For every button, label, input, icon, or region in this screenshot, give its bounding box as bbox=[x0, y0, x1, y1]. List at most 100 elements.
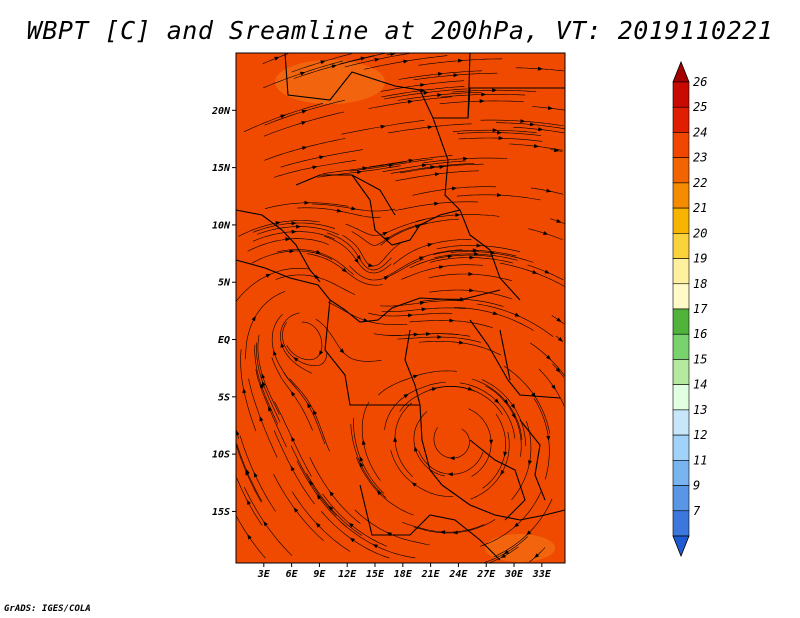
colorbar-segment bbox=[672, 157, 690, 184]
streamline-arrow bbox=[309, 480, 314, 486]
border-line bbox=[519, 419, 546, 501]
streamline-arrow bbox=[384, 236, 391, 242]
streamline-arrow bbox=[421, 163, 428, 168]
streamline-arrow bbox=[293, 507, 299, 513]
streamline-arrow bbox=[382, 232, 388, 236]
lon-tick-label: 9E bbox=[313, 569, 326, 580]
streamline-arrow bbox=[380, 124, 386, 129]
streamline-arrow bbox=[514, 522, 520, 528]
streamline-arrow bbox=[316, 494, 322, 500]
streamline-arrow bbox=[514, 312, 520, 317]
streamline-arrow bbox=[437, 72, 444, 76]
streamline-arrow bbox=[455, 213, 461, 217]
colorbar-label: 16 bbox=[693, 327, 707, 341]
streamline-arrow bbox=[349, 537, 355, 543]
streamline-arrow bbox=[285, 237, 291, 242]
streamline-arrow bbox=[301, 121, 307, 125]
colorbar-segment bbox=[672, 81, 690, 108]
streamline-arrow bbox=[356, 255, 361, 261]
streamline-arrow bbox=[354, 258, 359, 264]
streamline-arrow bbox=[500, 553, 506, 558]
streamline-arrow bbox=[272, 350, 277, 356]
colorbar-segment bbox=[672, 434, 690, 461]
streamline-arrow bbox=[246, 499, 251, 505]
streamline-arrow bbox=[359, 456, 364, 462]
streamline-arrow bbox=[533, 144, 539, 148]
border-line bbox=[359, 484, 501, 561]
lat-tick-label: EQ bbox=[218, 335, 230, 346]
lon-tick-label: 21E bbox=[421, 569, 441, 580]
colorbar-segment bbox=[672, 384, 690, 411]
streamline-arrow bbox=[359, 461, 364, 468]
streamline-arrow bbox=[421, 307, 427, 312]
border-line bbox=[344, 289, 501, 323]
streamline-arrow bbox=[434, 201, 440, 206]
streamline-arrow bbox=[315, 250, 322, 254]
colorbar-segment bbox=[672, 485, 690, 512]
lat-tick-label: 5S bbox=[218, 392, 230, 403]
streamline-arrow bbox=[427, 243, 433, 247]
streamline-arrow bbox=[372, 544, 378, 549]
streamline-arrow bbox=[291, 221, 297, 226]
streamline-arrow bbox=[341, 267, 347, 273]
border-line bbox=[235, 209, 321, 283]
streamline-arrow bbox=[528, 460, 532, 466]
streamline-arrow bbox=[468, 272, 474, 276]
colorbar-segment bbox=[672, 333, 690, 360]
colorbar-label: 24 bbox=[693, 125, 707, 139]
streamline-arrow bbox=[407, 313, 413, 318]
lon-tick-label: 27E bbox=[476, 569, 496, 580]
plot-area bbox=[235, 52, 566, 564]
streamline-arrow bbox=[247, 534, 252, 540]
streamline-arrow bbox=[374, 57, 380, 62]
streamline-arrow bbox=[262, 381, 266, 387]
streamline-arrow bbox=[474, 251, 480, 256]
streamline-arrow bbox=[300, 71, 306, 76]
streamline-arrow bbox=[546, 435, 551, 441]
lat-tick-label: 15N bbox=[212, 163, 231, 174]
colorbar-segment bbox=[672, 308, 690, 335]
streamline-arrow bbox=[547, 106, 554, 110]
streamline-arrow bbox=[268, 406, 272, 412]
streamline-arrow bbox=[526, 530, 532, 536]
streamline-arrow bbox=[510, 403, 516, 409]
streamline-arrow bbox=[492, 128, 498, 133]
streamline-arrow bbox=[430, 165, 436, 170]
colorbar-label: 17 bbox=[693, 302, 708, 316]
longitude-axis: 3E 6E 9E 12E 15E 18E 21E 24E 27E 30E 33E bbox=[257, 563, 552, 580]
streamline-arrow bbox=[418, 256, 425, 261]
streamline-arrow bbox=[420, 83, 426, 87]
streamline-arrow bbox=[291, 436, 296, 442]
lon-tick-label: 24E bbox=[448, 569, 468, 580]
warm-patch bbox=[275, 60, 385, 104]
colorbar-segment bbox=[672, 233, 690, 259]
streamline-arrow bbox=[449, 456, 455, 461]
streamline-arrow bbox=[307, 402, 312, 409]
lat-tick-label: 10S bbox=[212, 450, 230, 461]
colorbar-label: 12 bbox=[693, 428, 707, 442]
wbpt-field bbox=[236, 53, 565, 563]
streamline-arrow bbox=[265, 274, 271, 278]
streamline-arrow bbox=[498, 136, 504, 141]
streamline-arrow bbox=[463, 156, 469, 161]
streamline-arrow bbox=[329, 490, 334, 497]
streamline-arrow bbox=[440, 530, 446, 535]
streamline-arrow bbox=[419, 301, 425, 305]
streamline-arrow bbox=[453, 73, 459, 78]
colorbar-label: 19 bbox=[693, 252, 707, 266]
streamline-arrow bbox=[427, 125, 433, 130]
streamline-arrow bbox=[414, 446, 418, 452]
streamline-arrow bbox=[451, 186, 457, 191]
lat-tick-label: 10N bbox=[212, 220, 231, 231]
streamline-arrow bbox=[546, 355, 551, 360]
colorbar-segment bbox=[672, 460, 690, 486]
colorbar-label: 15 bbox=[693, 352, 707, 366]
colorbar-segment bbox=[672, 359, 690, 385]
streamline-arrow bbox=[383, 276, 389, 281]
streamline-arrow bbox=[275, 221, 281, 225]
streamline-arrow bbox=[434, 172, 440, 177]
streamline-arrow bbox=[437, 335, 443, 339]
streamline-arrow bbox=[543, 231, 549, 235]
border-line bbox=[295, 174, 396, 216]
